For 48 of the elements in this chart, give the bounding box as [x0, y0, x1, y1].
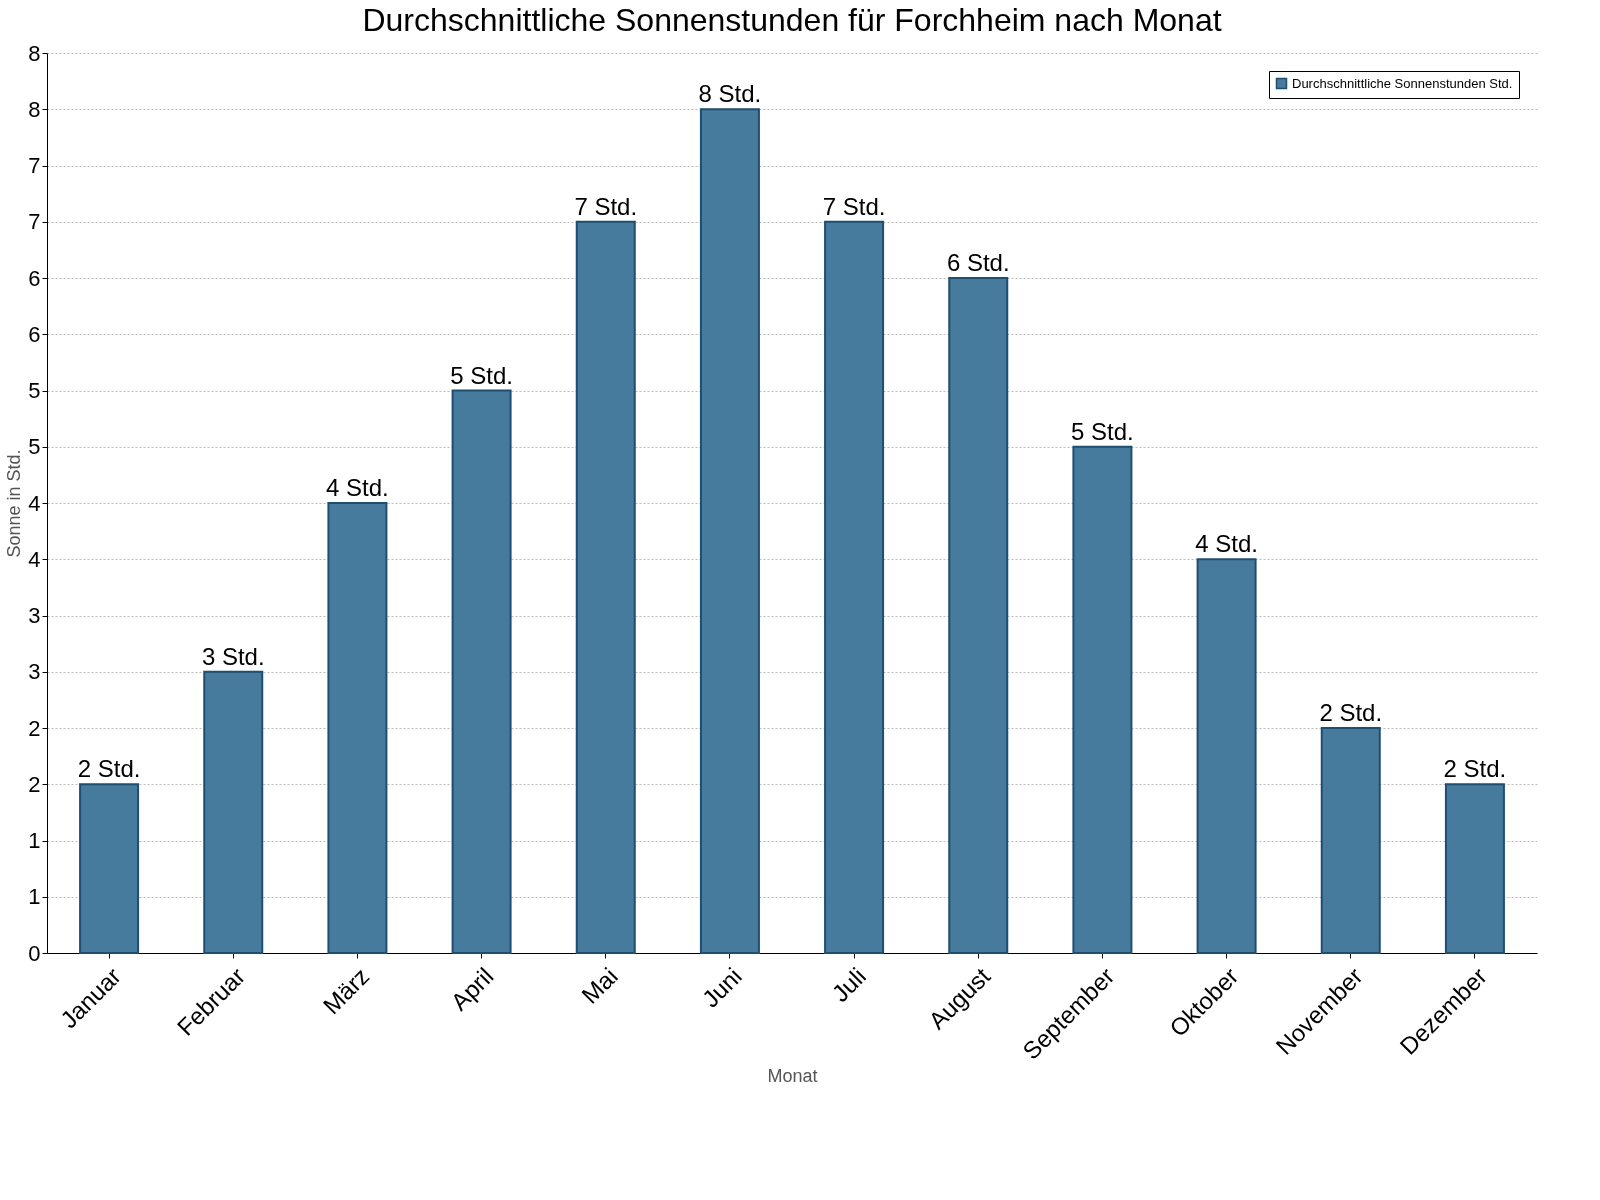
text: 4 Std. [326, 474, 389, 501]
text: 5 Std. [450, 361, 513, 389]
bar [1444, 783, 1505, 954]
text: 2 Std. [1443, 755, 1507, 783]
text: 4 Std. [1195, 530, 1258, 558]
y-tick-label: 2 [28, 771, 41, 797]
y-tick-label: 8 [28, 96, 41, 122]
bar [1320, 727, 1381, 954]
y-tick-label: 1 [28, 828, 41, 853]
bar [79, 783, 140, 954]
y-tick-label: 5 [28, 434, 41, 460]
bar [1072, 445, 1133, 954]
chart-title: Durchschnittliche Sonnenstunden für Forchheim nach Monat [362, 2, 1222, 38]
bar [824, 220, 885, 954]
y-axis-title: Sonne in Std. [4, 449, 25, 558]
bar [451, 389, 512, 954]
text: 2 Std. [1319, 699, 1383, 726]
y-tick-label: 3 [28, 659, 41, 685]
x-tick-label: Juli [826, 962, 872, 1007]
y-tick-label: 3 [28, 603, 41, 628]
y-tick-label: 1 [28, 884, 41, 910]
bar [948, 277, 1009, 954]
y-tick-label: 5 [28, 378, 41, 403]
x-tick-label: Juni [696, 962, 747, 1013]
bar [327, 502, 388, 954]
y-tick-label: 7 [28, 209, 41, 235]
text: 3 Std. [201, 642, 265, 670]
bar [575, 220, 636, 954]
y-tick-label: 4 [28, 546, 41, 572]
bar [1196, 558, 1257, 954]
y-tick-label: 8 [28, 40, 41, 66]
bar [699, 108, 760, 954]
y-tick-label: 4 [28, 490, 41, 516]
y-tick-label: 6 [28, 321, 41, 347]
text: 6 Std. [946, 249, 1010, 276]
x-tick-label: Mai [576, 962, 623, 1009]
y-tick-label: 7 [28, 153, 41, 178]
text: 2 Std. [77, 755, 141, 783]
text: 7 Std. [574, 192, 638, 220]
x-axis-title: Monat [767, 1066, 818, 1087]
text: 8 Std. [698, 80, 762, 108]
text: 7 Std. [822, 192, 886, 220]
y-tick-label: 6 [28, 265, 41, 291]
y-tick-label: 0 [28, 940, 41, 966]
text: 5 Std. [1071, 417, 1134, 445]
bar [203, 670, 264, 954]
y-tick-label: 2 [28, 715, 41, 741]
legend-label: Durchschnittliche Sonnenstunden Std. [1292, 75, 1513, 91]
